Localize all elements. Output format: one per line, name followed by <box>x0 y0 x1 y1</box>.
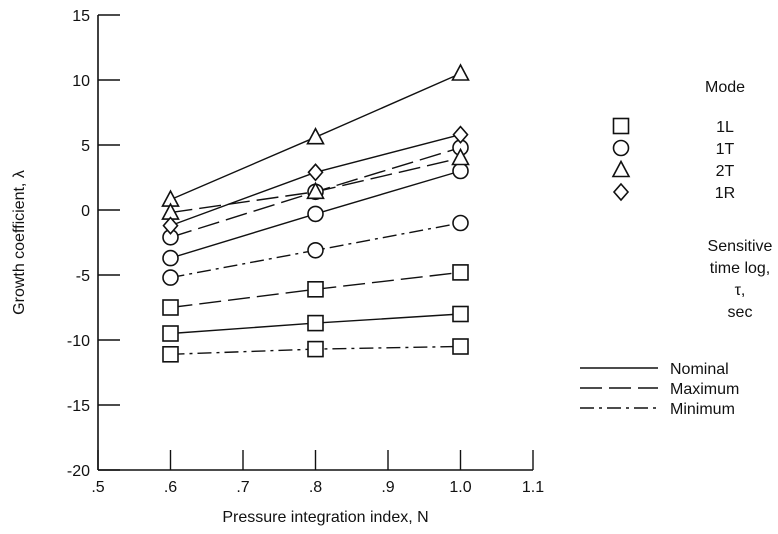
y-tick-label: -15 <box>67 398 90 415</box>
data-point-circle <box>162 249 179 267</box>
series-markers <box>161 63 470 363</box>
x-tick-label: .9 <box>381 479 394 496</box>
data-point-square <box>452 264 469 281</box>
data-point-square <box>307 280 324 298</box>
x-tick-label: .6 <box>164 479 177 496</box>
legend-line-title-text: sec <box>728 304 753 321</box>
data-point-triangle <box>451 147 470 166</box>
y-tick-label: 5 <box>81 138 90 155</box>
legend-mode-label: 1T <box>716 141 735 158</box>
data-point-square <box>162 325 179 342</box>
legend-mode-label: 2T <box>716 163 735 180</box>
legend-line-title-text: time log, <box>710 260 770 277</box>
data-point-square <box>452 305 469 323</box>
legend: Mode 1L 1T 2T 1R Sensitive time log, τ, sec No… <box>580 79 773 418</box>
legend-mode-label: 1L <box>716 119 734 136</box>
data-point-diamond <box>452 125 469 144</box>
data-point-triangle <box>451 63 470 81</box>
y-axis-title: Growth coefficient, λ <box>11 170 28 315</box>
x-tick-label: .5 <box>91 479 104 496</box>
legend-line-title-text: Sensitive <box>708 238 773 255</box>
data-point-square <box>162 299 179 316</box>
y-tick-label: -10 <box>67 333 90 350</box>
y-tick-label: 15 <box>72 8 90 25</box>
legend-line-label: Nominal <box>670 361 729 378</box>
legend-lines: Nominal Maximum Minimum <box>580 361 739 418</box>
data-point-diamond <box>162 216 179 235</box>
legend-marker-triangle <box>611 159 631 178</box>
data-point-circle <box>452 214 469 232</box>
ticks: -20 -15 -10 -5 0 5 10 15 .5 .6 .7 .8 .9 1.0 1.1 <box>67 8 544 496</box>
x-tick-label: .7 <box>236 479 249 496</box>
data-point-square <box>452 338 469 355</box>
legend-line-label: Maximum <box>670 381 739 398</box>
data-point-square <box>307 340 324 358</box>
legend-marker-diamond <box>612 182 630 202</box>
data-point-circle <box>452 162 469 180</box>
x-tick-label: .8 <box>309 479 322 496</box>
legend-line-label: Minimum <box>670 401 735 418</box>
legend-line-title-text: τ, <box>735 282 746 299</box>
legend-mode-label: 1R <box>715 185 735 202</box>
legend-line-title: Sensitive time log, τ, sec <box>708 238 773 321</box>
legend-marker-square <box>612 117 630 135</box>
data-point-circle <box>162 269 179 286</box>
x-tick-label: 1.0 <box>449 479 471 496</box>
y-tick-label: -5 <box>76 268 90 285</box>
data-point-diamond <box>307 163 324 182</box>
data-point-triangle <box>306 181 325 200</box>
legend-modes: 1L 1T 2T 1R <box>611 117 735 202</box>
legend-mode-title: Mode <box>705 79 745 96</box>
data-point-triangle <box>306 126 325 145</box>
y-tick-label: -20 <box>67 463 90 480</box>
data-point-square <box>162 345 179 363</box>
data-point-square <box>307 314 324 332</box>
x-axis-title: Pressure integration index, N <box>222 509 428 526</box>
data-point-circle <box>307 242 324 259</box>
y-tick-label: 0 <box>81 203 90 220</box>
x-tick-label: 1.1 <box>522 479 544 496</box>
legend-marker-circle <box>612 139 630 157</box>
data-point-circle <box>307 205 324 223</box>
y-tick-label: 10 <box>72 73 90 90</box>
